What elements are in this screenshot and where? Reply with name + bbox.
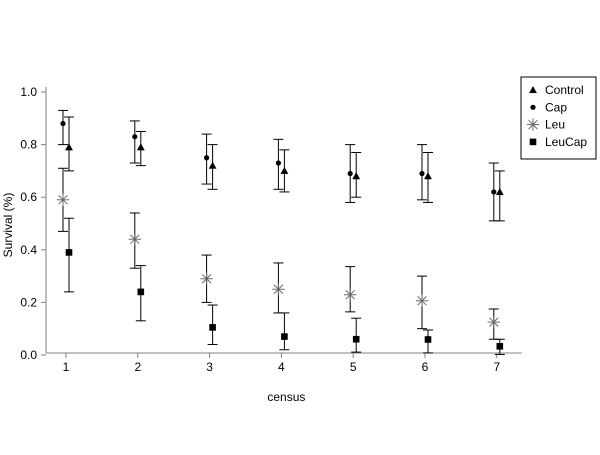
svg-text:1: 1 (63, 360, 70, 374)
svg-text:1.0: 1.0 (20, 85, 37, 99)
svg-text:Survival (%): Survival (%) (1, 193, 15, 258)
svg-text:Cap: Cap (545, 100, 567, 114)
svg-text:Control: Control (545, 83, 584, 97)
svg-text:0.4: 0.4 (20, 243, 37, 257)
svg-text:LeuCap: LeuCap (545, 135, 587, 149)
svg-text:Leu: Leu (545, 118, 565, 132)
svg-text:5: 5 (350, 360, 357, 374)
svg-text:0.0: 0.0 (20, 348, 37, 362)
svg-text:7: 7 (493, 360, 500, 374)
svg-text:census: census (267, 390, 305, 404)
svg-text:0.2: 0.2 (20, 295, 37, 309)
svg-text:0.8: 0.8 (20, 138, 37, 152)
svg-text:6: 6 (422, 360, 429, 374)
svg-text:4: 4 (278, 360, 285, 374)
svg-text:3: 3 (206, 360, 213, 374)
svg-text:0.6: 0.6 (20, 190, 37, 204)
svg-text:2: 2 (134, 360, 141, 374)
